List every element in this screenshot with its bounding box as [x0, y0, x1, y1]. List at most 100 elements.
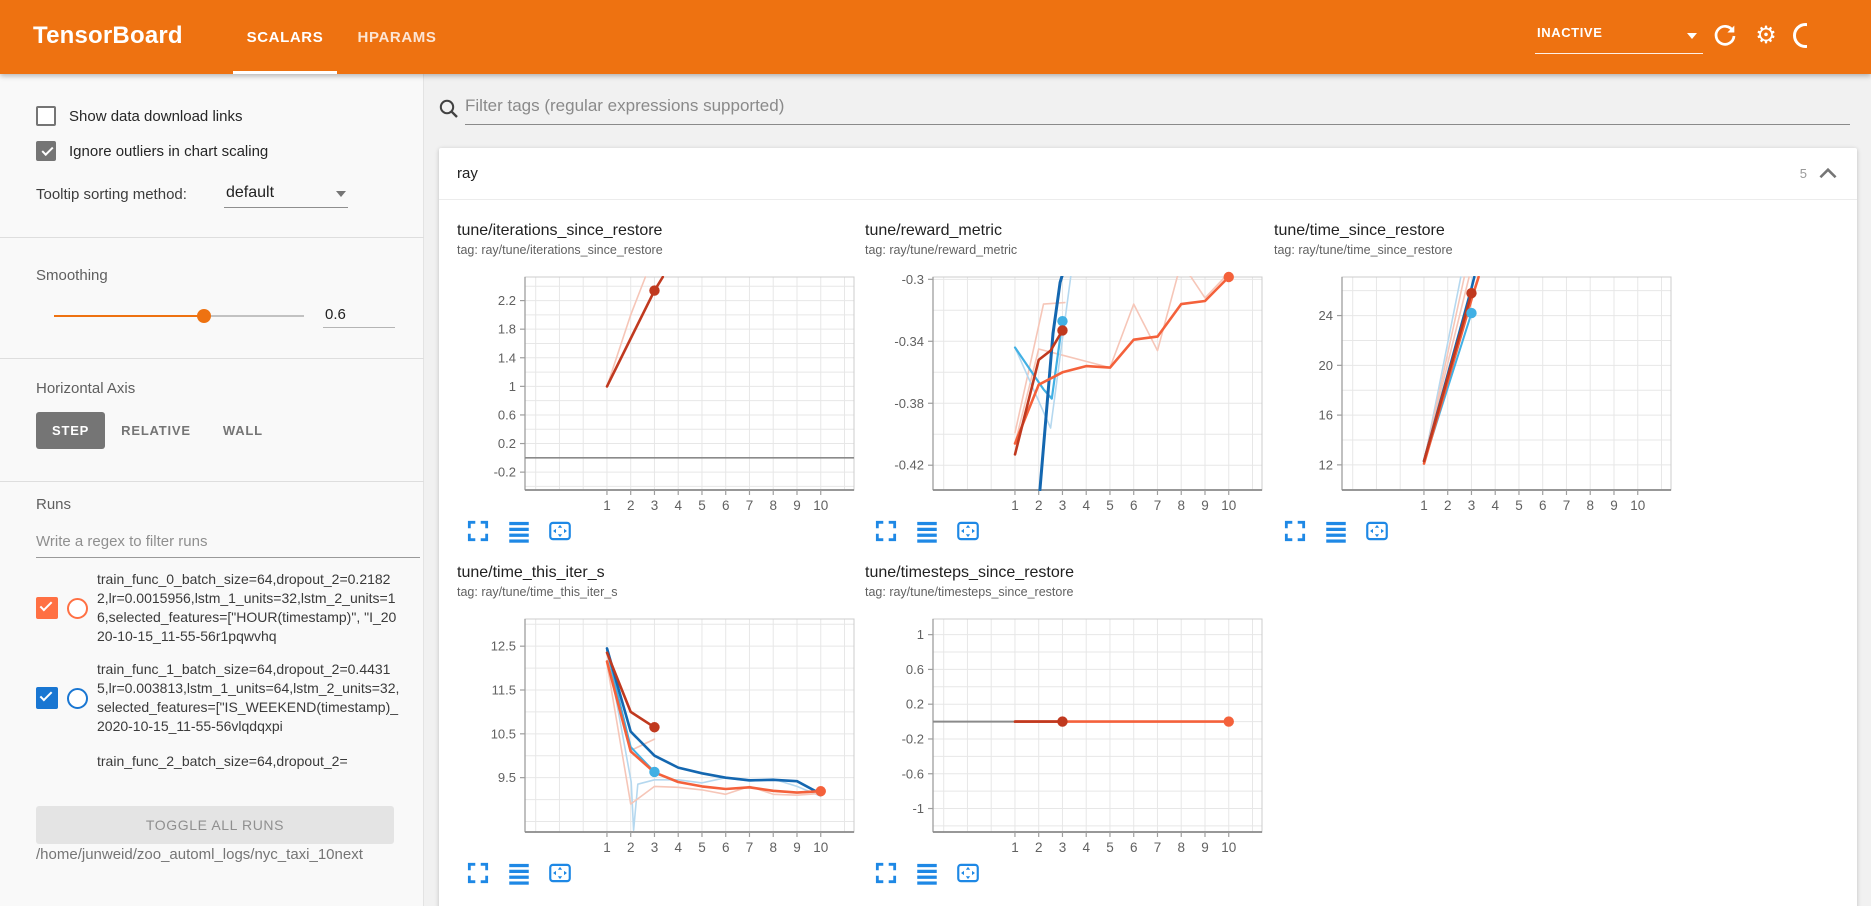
- tag-group-card: ray 5 tune/iterations_since_restore tag:…: [439, 148, 1857, 906]
- svg-text:8: 8: [1586, 498, 1594, 512]
- toggle-all-runs-button[interactable]: TOGGLE ALL RUNS: [36, 806, 394, 844]
- tag-group-header[interactable]: ray 5: [439, 148, 1857, 200]
- fit-domain-icon[interactable]: [955, 860, 981, 886]
- fullscreen-icon[interactable]: [873, 518, 899, 544]
- svg-text:4: 4: [1082, 840, 1090, 854]
- svg-text:1: 1: [603, 840, 611, 854]
- fullscreen-icon[interactable]: [465, 860, 491, 886]
- svg-text:9: 9: [1201, 498, 1209, 512]
- fit-domain-icon[interactable]: [1364, 518, 1390, 544]
- svg-text:12: 12: [1319, 457, 1333, 472]
- chart-title: tune/reward_metric: [865, 222, 1002, 239]
- gear-icon[interactable]: ⚙: [1751, 20, 1781, 50]
- svg-text:9.5: 9.5: [498, 770, 516, 785]
- tooltip-sorting-value: default: [226, 184, 275, 201]
- chart-tag: tag: ray/tune/time_this_iter_s: [457, 585, 618, 599]
- svg-text:-0.38: -0.38: [894, 396, 924, 411]
- svg-text:1: 1: [1011, 840, 1019, 854]
- checkbox-unchecked-icon[interactable]: [36, 106, 56, 126]
- tooltip-sorting-dropdown[interactable]: default: [224, 180, 348, 208]
- tab-scalars-label: SCALARS: [246, 28, 324, 46]
- run-checkbox-orange[interactable]: [36, 597, 58, 619]
- help-icon[interactable]: [1793, 23, 1807, 51]
- svg-text:5: 5: [698, 498, 706, 512]
- ignore-outliers-checkbox-row[interactable]: Ignore outliers in chart scaling: [36, 141, 268, 161]
- horizontal-axis-label: Horizontal Axis: [36, 380, 136, 397]
- svg-text:0.2: 0.2: [498, 436, 516, 451]
- fullscreen-icon[interactable]: [465, 518, 491, 544]
- svg-text:-0.3: -0.3: [902, 272, 924, 287]
- refresh-icon[interactable]: [1710, 22, 1740, 52]
- fullscreen-icon[interactable]: [1282, 518, 1308, 544]
- run-checkbox-blue[interactable]: [36, 687, 58, 709]
- data-table-icon[interactable]: [506, 518, 532, 544]
- run-item: train_func_2_batch_size=64,dropout_2=: [36, 750, 408, 772]
- chart-title: tune/time_this_iter_s: [457, 564, 605, 581]
- chart-toolbar: [465, 518, 865, 544]
- smoothing-value-input[interactable]: [323, 302, 395, 328]
- svg-text:9: 9: [1201, 840, 1209, 854]
- checkbox-checked-icon[interactable]: [36, 141, 56, 161]
- run-radio-orange[interactable]: [67, 597, 88, 619]
- chart-title: tune/timesteps_since_restore: [865, 564, 1074, 581]
- data-table-icon[interactable]: [914, 518, 940, 544]
- chart-canvas[interactable]: -0.2 0.2 0.6 1 1.4 1.8 2.2 1 2 3 4 5 6 7 8 9 10: [457, 267, 857, 512]
- chart-time-since-restore: tune/time_since_restore tag: ray/tune/ti…: [1274, 222, 1682, 562]
- tag-group-name: ray: [457, 165, 478, 182]
- status-dropdown[interactable]: INACTIVE: [1535, 18, 1703, 54]
- chart-title: tune/iterations_since_restore: [457, 222, 663, 239]
- svg-text:6: 6: [722, 840, 730, 854]
- data-table-icon[interactable]: [1323, 518, 1349, 544]
- filter-tags-input[interactable]: [465, 88, 1850, 125]
- horizontal-axis-toggle: STEP RELATIVE WALL: [36, 412, 279, 449]
- chart-tag: tag: ray/tune/time_since_restore: [1274, 243, 1453, 257]
- svg-text:8: 8: [769, 498, 777, 512]
- chart-canvas[interactable]: -1 -0.6 -0.2 0.2 0.6 1 1 2 3 4 5 6 7 8 9 10: [865, 609, 1265, 854]
- run-label: train_func_0_batch_size=64,dropout_2=0.2…: [97, 571, 397, 644]
- svg-text:4: 4: [1082, 498, 1090, 512]
- fit-domain-icon[interactable]: [547, 518, 573, 544]
- chart-timesteps-since-restore: tune/timesteps_since_restore tag: ray/tu…: [865, 564, 1273, 904]
- fit-domain-icon[interactable]: [547, 860, 573, 886]
- smoothing-slider-fill: [54, 315, 204, 317]
- axis-wall-button[interactable]: WALL: [207, 412, 279, 449]
- svg-text:1.8: 1.8: [498, 322, 516, 337]
- chart-canvas[interactable]: 9.5 10.5 11.5 12.5 1 2 3 4 5 6 7 8 9 10: [457, 609, 857, 854]
- fit-domain-icon[interactable]: [955, 518, 981, 544]
- smoothing-slider[interactable]: [54, 309, 304, 323]
- fullscreen-icon[interactable]: [873, 860, 899, 886]
- chart-time-this-iter: tune/time_this_iter_s tag: ray/tune/time…: [457, 564, 865, 904]
- log-directory-path: /home/junweid/zoo_automl_logs/nyc_taxi_1…: [36, 846, 363, 863]
- data-table-icon[interactable]: [914, 860, 940, 886]
- svg-text:1: 1: [1420, 498, 1428, 512]
- svg-text:2: 2: [1035, 840, 1043, 854]
- runs-filter-input[interactable]: [36, 526, 420, 558]
- svg-text:-0.42: -0.42: [894, 458, 924, 473]
- chart-tag: tag: ray/tune/iterations_since_restore: [457, 243, 663, 257]
- run-label: train_func_2_batch_size=64,dropout_2=: [97, 752, 348, 769]
- axis-relative-button[interactable]: RELATIVE: [105, 412, 207, 449]
- tab-hparams[interactable]: HPARAMS: [348, 0, 446, 74]
- svg-text:7: 7: [1563, 498, 1571, 512]
- svg-text:4: 4: [1491, 498, 1499, 512]
- data-table-icon[interactable]: [506, 860, 532, 886]
- svg-text:10: 10: [1221, 498, 1236, 512]
- chevron-down-icon: [1687, 33, 1697, 39]
- chart-canvas[interactable]: -0.42 -0.38 -0.34 -0.3 1 2 3 4 5 6 7 8 9 10: [865, 267, 1265, 512]
- svg-text:1: 1: [1011, 498, 1019, 512]
- chart-title: tune/time_since_restore: [1274, 222, 1445, 239]
- checkbox-label: Ignore outliers in chart scaling: [69, 142, 269, 160]
- chart-reward-metric: tune/reward_metric tag: ray/tune/reward_…: [865, 222, 1273, 562]
- axis-step-button[interactable]: STEP: [36, 412, 106, 449]
- run-radio-blue[interactable]: [67, 687, 88, 709]
- run-label: train_func_1_batch_size=64,dropout_2=0.4…: [97, 661, 400, 734]
- runs-list: train_func_0_batch_size=64,dropout_2=0.2…: [36, 570, 408, 803]
- chevron-up-icon[interactable]: [1815, 161, 1841, 187]
- run-item: train_func_1_batch_size=64,dropout_2=0.4…: [36, 660, 408, 736]
- tab-scalars[interactable]: SCALARS: [233, 0, 337, 74]
- svg-text:-0.2: -0.2: [494, 465, 516, 480]
- smoothing-slider-thumb[interactable]: [197, 309, 211, 323]
- show-download-links-checkbox-row[interactable]: Show data download links: [36, 106, 242, 126]
- svg-text:3: 3: [1468, 498, 1476, 512]
